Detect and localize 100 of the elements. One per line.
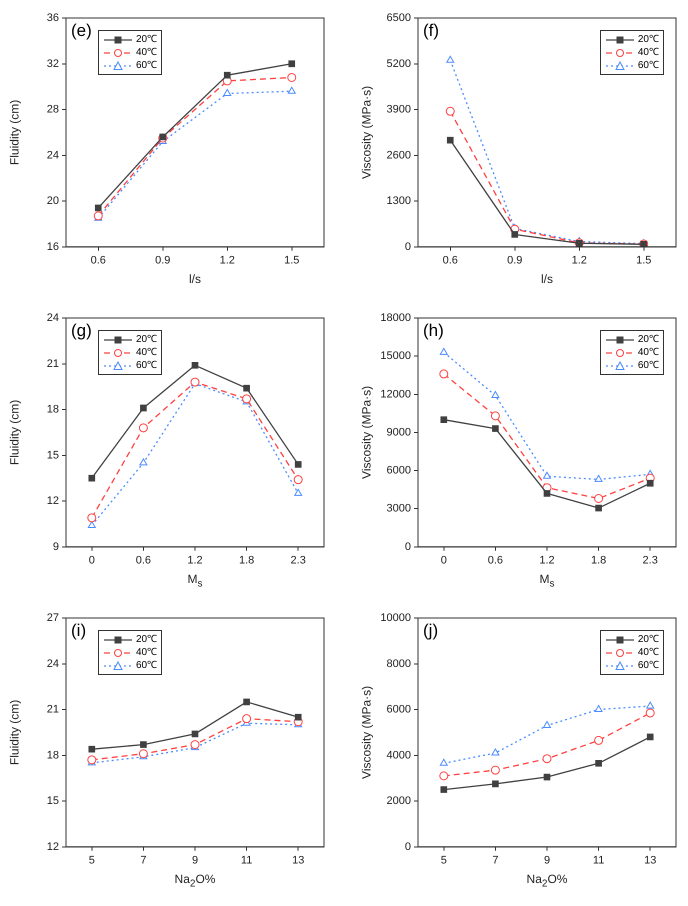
y-tick-label: 5200	[386, 58, 411, 70]
legend-label: 60℃	[638, 659, 659, 672]
x-axis-title: l/s	[188, 272, 202, 286]
legend-label: 20℃	[136, 33, 158, 46]
y-tick-label: 6000	[386, 464, 411, 477]
y-tick-label: 12	[46, 495, 59, 508]
x-tick-label: 7	[140, 854, 146, 866]
y-tick-label: 1300	[386, 195, 411, 208]
x-tick-label: 0.9	[507, 254, 522, 266]
x-tick-label: 11	[592, 854, 604, 866]
y-tick-label: 0	[404, 840, 411, 853]
legend-label: 20℃	[638, 633, 659, 646]
x-tick-label: 0.6	[90, 254, 106, 266]
y-axis-title: Viscosity (MPa·s)	[360, 386, 374, 479]
legend-label: 20℃	[638, 333, 659, 346]
annotation: (h)	[423, 321, 444, 341]
x-tick-label: 9	[544, 854, 550, 866]
x-tick-label: 11	[240, 854, 252, 866]
y-tick-label: 27	[46, 612, 59, 624]
y-tick-label: 12000	[380, 388, 411, 400]
y-tick-label: 4000	[386, 749, 411, 762]
legend-label: 60℃	[136, 659, 158, 672]
x-tick-label: 13	[644, 854, 656, 866]
y-tick-label: 2600	[386, 149, 411, 162]
x-tick-label: 1.5	[636, 254, 652, 266]
legend-label: 40℃	[136, 46, 158, 59]
legend-label: 60℃	[638, 359, 659, 372]
y-tick-label: 28	[46, 104, 59, 116]
y-tick-label: 21	[46, 704, 59, 716]
y-tick-label: 6500	[386, 12, 411, 24]
y-tick-label: 20	[46, 195, 59, 208]
y-tick-label: 15	[46, 795, 59, 808]
x-tick-label: 0.9	[155, 254, 170, 266]
legend-label: 60℃	[638, 59, 659, 72]
y-tick-label: 18	[46, 749, 59, 762]
y-tick-label: 9	[52, 540, 59, 553]
x-tick-label: 0.6	[488, 554, 504, 566]
y-tick-label: 6000	[386, 704, 411, 716]
y-tick-label: 3000	[386, 502, 411, 515]
y-tick-label: 9000	[386, 426, 411, 438]
x-tick-label: 0.6	[136, 554, 152, 566]
x-tick-label: 0.6	[442, 254, 458, 266]
x-tick-label: 0	[440, 554, 447, 566]
x-tick-label: 9	[192, 854, 198, 866]
y-axis-title: Fluidity (cm)	[8, 400, 22, 466]
y-tick-label: 24	[46, 312, 59, 324]
y-tick-label: 0	[404, 240, 411, 253]
annotation: (i)	[71, 621, 86, 641]
annotation: (j)	[423, 621, 438, 641]
y-tick-label: 10000	[380, 612, 411, 624]
y-tick-label: 15000	[380, 350, 411, 362]
x-axis-title: Na$_{2}$O%	[526, 872, 568, 890]
y-axis-title: Fluidity (cm)	[8, 700, 22, 766]
x-tick-label: 1.2	[539, 554, 555, 566]
x-axis-title: Na$_{2}$O%	[174, 872, 216, 890]
annotation: (g)	[71, 321, 92, 341]
y-tick-label: 21	[46, 358, 59, 370]
legend-label: 40℃	[638, 346, 659, 359]
legend-label: 60℃	[136, 59, 158, 72]
x-tick-label: 1.2	[220, 254, 235, 266]
legend-label: 20℃	[136, 333, 158, 346]
y-tick-label: 18000	[380, 312, 411, 324]
y-axis-title: Viscosity (MPa·s)	[360, 86, 374, 179]
legend-label: 40℃	[638, 646, 659, 659]
y-tick-label: 24	[46, 149, 59, 162]
legend-label: 20℃	[136, 633, 158, 646]
x-tick-label: 1.2	[572, 254, 587, 266]
x-tick-label: 1.8	[590, 554, 606, 566]
legend-label: 40℃	[136, 346, 158, 359]
y-tick-label: 24	[46, 658, 59, 670]
y-tick-label: 18	[46, 404, 59, 416]
legend-label: 40℃	[638, 46, 659, 59]
legend-label: 20℃	[638, 33, 659, 46]
x-tick-label: 1.2	[187, 554, 203, 566]
x-tick-label: 1.5	[284, 254, 300, 266]
x-tick-label: 5	[88, 854, 95, 866]
x-tick-label: 13	[292, 854, 304, 866]
y-axis-title: Fluidity (cm)	[8, 100, 22, 166]
x-tick-label: 0	[88, 554, 95, 566]
annotation: (e)	[71, 21, 92, 41]
y-tick-label: 36	[46, 12, 59, 24]
y-tick-label: 15	[46, 449, 59, 462]
y-tick-label: 32	[46, 58, 59, 70]
annotation: (f)	[423, 21, 440, 41]
x-axis-title: M$_{s}$	[538, 572, 556, 590]
x-tick-label: 5	[440, 854, 447, 866]
x-axis-title: M$_{s}$	[186, 572, 204, 590]
y-tick-label: 16	[46, 240, 59, 253]
y-tick-label: 3900	[386, 104, 411, 116]
y-tick-label: 2000	[386, 795, 411, 808]
y-tick-label: 12	[46, 840, 59, 853]
x-axis-title: l/s	[540, 272, 554, 286]
x-tick-label: 2.3	[290, 554, 306, 566]
x-tick-label: 1.8	[238, 554, 254, 566]
y-axis-title: Viscosity (MPa·s)	[360, 686, 374, 779]
x-tick-label: 7	[492, 854, 498, 866]
legend-label: 40℃	[136, 646, 158, 659]
legend-label: 60℃	[136, 359, 158, 372]
x-tick-label: 2.3	[642, 554, 658, 566]
y-tick-label: 0	[404, 540, 411, 553]
